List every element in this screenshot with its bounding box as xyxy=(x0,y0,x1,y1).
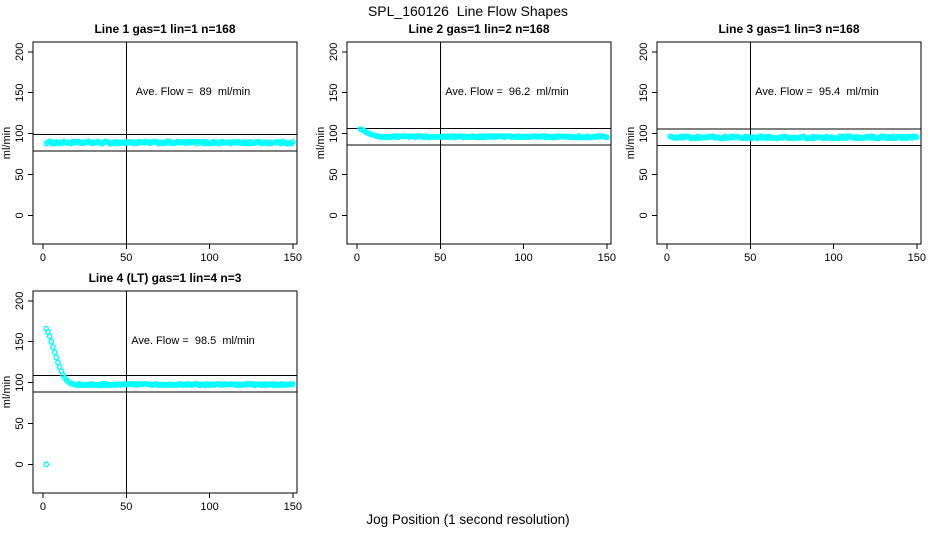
data-point xyxy=(48,338,55,345)
scatter-plot-line2: 0 50 100 150 0 50 100 150 200 xyxy=(328,41,616,264)
y-tick-label: 100 xyxy=(328,124,340,142)
panel-line3-title: Line 3 gas=1 lin=3 n=168 xyxy=(718,22,860,36)
x-tick-label: 100 xyxy=(824,252,842,264)
x-tick-label: 150 xyxy=(284,252,302,264)
plot-box xyxy=(32,290,298,494)
y-tick-label: 100 xyxy=(14,373,26,391)
y-tick-label: 0 xyxy=(14,212,26,218)
y-tick-label: 150 xyxy=(14,84,26,102)
panel-line3: Line 3 gas=1 lin=3 n=168 ml/min Ave. Flo… xyxy=(624,20,929,270)
y-tick-label: 200 xyxy=(328,43,340,61)
plot-box xyxy=(346,41,612,245)
data-point xyxy=(603,134,610,141)
x-tick-label: 150 xyxy=(908,252,926,264)
y-tick-label: 50 xyxy=(328,168,340,180)
scatter-plot-line4: 0 50 100 150 0 50 100 150 200 xyxy=(14,290,302,513)
y-tick-label: 0 xyxy=(638,212,650,218)
scatter-plot-line1: 0 50 100 150 0 50 100 150 200 xyxy=(14,41,302,264)
chart-title: SPL_160126 Line Flow Shapes xyxy=(367,3,569,19)
y-tick-label: 0 xyxy=(328,212,340,218)
x-tick-label: 150 xyxy=(284,501,302,513)
y-tick-label: 150 xyxy=(638,84,650,102)
y-tick-label: 50 xyxy=(14,417,26,429)
data-points xyxy=(357,126,610,141)
y-tick-label: 0 xyxy=(14,461,26,467)
y-tick-label: 200 xyxy=(638,43,650,61)
ave-flow-annotation: Ave. Flow = 96.2 ml/min xyxy=(445,86,569,98)
x-tick-label: 150 xyxy=(598,252,616,264)
ave-flow-annotation: Ave. Flow = 98.5 ml/min xyxy=(131,335,255,347)
data-point xyxy=(50,344,56,350)
data-point xyxy=(289,138,296,145)
data-point xyxy=(46,333,53,340)
scatter-plot-line3: 0 50 100 150 0 50 100 150 200 xyxy=(638,41,926,264)
data-point xyxy=(51,349,58,356)
x-tick-label: 50 xyxy=(744,252,756,264)
plot-box xyxy=(656,41,922,245)
data-point xyxy=(289,381,296,388)
y-tick-label: 100 xyxy=(14,124,26,142)
data-point xyxy=(55,359,61,366)
x-tick-label: 50 xyxy=(120,501,132,513)
panel-line2: Line 2 gas=1 lin=2 n=168 ml/min Ave. Flo… xyxy=(314,20,619,270)
panel-line4-title: Line 4 (LT) gas=1 lin=4 n=3 xyxy=(88,271,242,285)
y-tick-label: 100 xyxy=(638,124,650,142)
y-tick-label: 50 xyxy=(14,168,26,180)
panel-line4: Line 4 (LT) gas=1 lin=4 n=3 ml/min Ave. … xyxy=(0,269,305,519)
x-tick-label: 50 xyxy=(434,252,446,264)
data-points xyxy=(667,133,920,142)
x-tick-label: 0 xyxy=(40,252,46,264)
y-tick-label: 200 xyxy=(14,292,26,310)
x-tick-label: 0 xyxy=(40,501,46,513)
x-tick-label: 50 xyxy=(120,252,132,264)
data-point xyxy=(913,134,920,141)
x-tick-label: 100 xyxy=(200,501,218,513)
x-tick-label: 100 xyxy=(200,252,218,264)
plot-box xyxy=(32,41,298,245)
data-point xyxy=(45,328,51,335)
y-tick-label: 50 xyxy=(638,168,650,180)
data-point xyxy=(53,354,60,361)
ave-flow-annotation: Ave. Flow = 89 ml/min xyxy=(135,86,251,98)
data-point xyxy=(43,461,50,468)
ave-flow-annotation: Ave. Flow = 95.4 ml/min xyxy=(755,86,879,98)
data-points xyxy=(43,325,296,468)
x-axis-label: Jog Position (1 second resolution) xyxy=(366,512,570,527)
x-tick-label: 100 xyxy=(514,252,532,264)
x-tick-label: 0 xyxy=(664,252,670,264)
y-tick-label: 150 xyxy=(14,333,26,351)
y-tick-label: 200 xyxy=(14,43,26,61)
panel-line2-title: Line 2 gas=1 lin=2 n=168 xyxy=(408,22,550,36)
y-tick-label: 150 xyxy=(328,84,340,102)
panel-line1: Line 1 gas=1 lin=1 n=168 ml/min Ave. Flo… xyxy=(0,20,305,270)
data-points xyxy=(43,138,296,147)
x-tick-label: 0 xyxy=(354,252,360,264)
panel-line1-title: Line 1 gas=1 lin=1 n=168 xyxy=(94,22,236,36)
